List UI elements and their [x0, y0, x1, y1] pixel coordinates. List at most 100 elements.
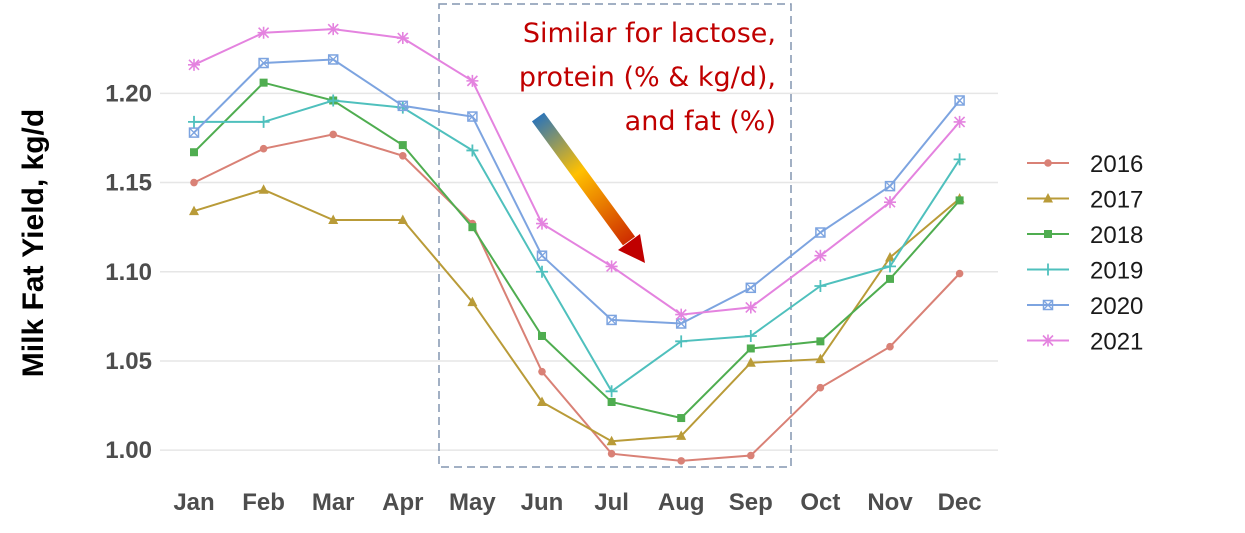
- y-tick-label: 1.15: [105, 170, 152, 197]
- data-point-2020-Oct: [815, 227, 826, 238]
- data-point-2021-Feb: [257, 26, 270, 39]
- data-point-2017-Jan: [189, 205, 199, 216]
- series-2018: [190, 78, 964, 423]
- x-tick-label: Mar: [312, 489, 355, 516]
- data-point-2019-Jul: [605, 385, 618, 398]
- data-point-2021-May: [466, 74, 479, 87]
- data-point-2016-Apr: [399, 152, 407, 160]
- data-point-2017-Oct: [815, 353, 826, 364]
- data-point-2020-Mar: [327, 54, 339, 65]
- data-point-2017-Mar: [328, 214, 339, 225]
- data-point-2018-Nov: [886, 274, 894, 283]
- data-point-2016-Nov: [886, 342, 894, 351]
- data-point-2017-May: [467, 296, 478, 307]
- data-point-2018-Sep: [746, 344, 755, 353]
- data-point-2017-Sep: [745, 357, 756, 367]
- data-point-2016-Oct: [816, 383, 825, 392]
- data-point-2021-Oct: [814, 249, 827, 262]
- data-point-2021-Apr: [396, 32, 409, 45]
- legend-marker-2020: [1042, 299, 1054, 311]
- grid-lines: [160, 92, 998, 451]
- series-2017: [189, 184, 965, 446]
- data-point-2018-Feb: [259, 78, 268, 87]
- data-point-2016-Aug: [677, 457, 685, 465]
- legend-item-2018: 2018: [1027, 222, 1143, 249]
- series-line-2019: [194, 99, 961, 393]
- data-point-2019-Mar: [327, 94, 340, 107]
- series-line-2018: [193, 81, 961, 420]
- legend-label-2017: 2017: [1090, 187, 1143, 214]
- data-point-2018-Aug: [677, 414, 686, 423]
- legend-marker-2021: [1042, 334, 1054, 347]
- data-point-2021-Jul: [605, 260, 618, 273]
- data-point-2021-Sep: [744, 301, 757, 314]
- data-point-2017-Nov: [885, 251, 895, 262]
- data-point-2020-Feb: [258, 57, 269, 69]
- data-point-2021-Nov: [884, 196, 896, 209]
- data-point-2021-Dec: [953, 115, 966, 128]
- data-point-2020-Jul: [606, 314, 617, 326]
- data-point-2018-May: [468, 223, 477, 232]
- data-point-2017-Feb: [258, 184, 269, 194]
- data-point-2016-Dec: [955, 269, 964, 278]
- x-tick-label: Jun: [521, 489, 564, 516]
- y-tick-label: 1.20: [105, 80, 152, 107]
- data-point-2016-Jul: [607, 449, 616, 458]
- data-point-2020-Nov: [884, 180, 896, 192]
- legend-item-2021: 2021: [1027, 329, 1143, 356]
- data-point-2021-Jan: [188, 58, 200, 71]
- data-point-2018-Apr: [398, 141, 407, 150]
- series-group: [188, 23, 966, 465]
- data-point-2016-Jan: [190, 178, 198, 187]
- data-point-2019-May: [466, 144, 479, 157]
- legend-label-2021: 2021: [1090, 329, 1143, 356]
- data-point-2019-Jan: [188, 115, 200, 128]
- x-tick-label: Dec: [938, 489, 982, 516]
- x-tick-label: Feb: [242, 489, 285, 516]
- data-point-2017-Jun: [537, 396, 547, 406]
- data-point-2018-Dec: [955, 196, 964, 205]
- legend-item-2019: 2019: [1027, 258, 1143, 285]
- y-tick-label: 1.05: [105, 348, 152, 375]
- legend-label-2016: 2016: [1090, 151, 1143, 178]
- x-tick-label: Oct: [800, 489, 840, 516]
- data-point-2018-Jan: [190, 148, 198, 157]
- data-point-2021-Jun: [536, 217, 548, 230]
- legend-label-2019: 2019: [1090, 258, 1143, 285]
- data-point-2017-Aug: [676, 430, 687, 440]
- y-tick-label: 1.00: [105, 437, 152, 464]
- legend-marker-2017: [1043, 193, 1053, 203]
- data-point-2020-Dec: [954, 95, 965, 106]
- data-point-2018-Jun: [538, 331, 546, 340]
- data-point-2019-Feb: [257, 115, 270, 128]
- legend-marker-2018: [1044, 230, 1052, 238]
- trend-arrow-shaft: [531, 112, 636, 246]
- highlight-box: [438, 3, 792, 468]
- trend-arrow-head: [618, 234, 645, 263]
- series-2020: [188, 54, 965, 329]
- y-axis-title: Milk Fat Yield, kg/d: [17, 109, 50, 377]
- series-line-2021: [193, 28, 961, 316]
- legend-item-2017: 2017: [1027, 187, 1143, 214]
- data-point-2020-Sep: [745, 282, 757, 294]
- data-point-2021-Aug: [675, 308, 688, 321]
- series-line-2017: [193, 188, 961, 443]
- data-point-2020-Apr: [397, 100, 409, 112]
- legend-label-2018: 2018: [1090, 222, 1143, 249]
- x-tick-label: Jan: [173, 489, 214, 516]
- y-tick-label: 1.10: [105, 259, 152, 286]
- x-tick-label: Aug: [658, 489, 705, 516]
- legend-label-2020: 2020: [1090, 293, 1143, 320]
- x-tick-label: Jul: [594, 489, 629, 516]
- legend-item-2020: 2020: [1027, 293, 1143, 320]
- x-axis-ticks: Jan Feb Mar Apr May Jun Jul Aug Sep Oct Nov Dec: [173, 489, 981, 516]
- data-point-2021-Mar: [327, 23, 340, 36]
- legend-marker-2019: [1042, 263, 1054, 276]
- annotation-line-3: and fat (%): [625, 106, 776, 137]
- series-line-2016: [193, 133, 961, 462]
- x-tick-label: May: [449, 489, 496, 516]
- annotation-text: Similar for lactose, protein (% & kg/d),…: [519, 18, 776, 137]
- series-2019: [188, 94, 966, 398]
- data-point-2017-Apr: [397, 214, 408, 225]
